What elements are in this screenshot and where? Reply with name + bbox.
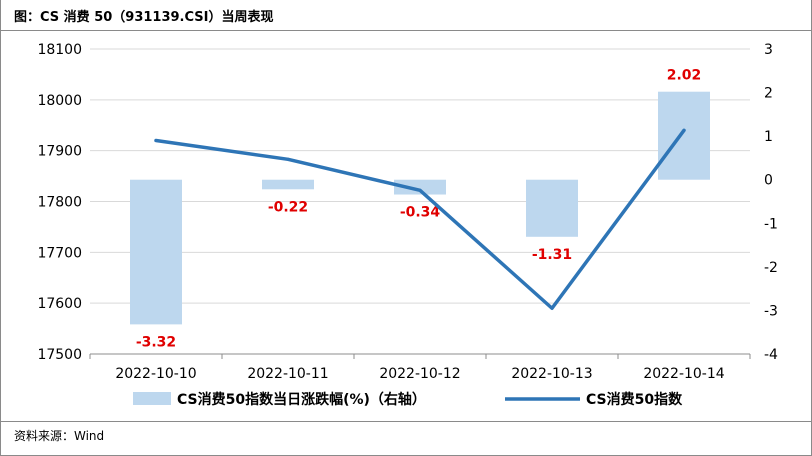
y-left-tick-label: 17700 bbox=[37, 245, 82, 261]
y-left-tick-label: 17600 bbox=[37, 296, 82, 312]
source-note: 资料来源：Wind bbox=[14, 429, 105, 443]
bar-data-label: -1.31 bbox=[532, 247, 572, 263]
footer-divider bbox=[0, 421, 812, 422]
x-tick-label: 2022-10-12 bbox=[379, 366, 460, 382]
bar-data-label: 2.02 bbox=[667, 68, 702, 84]
y-right-tick-label: 3 bbox=[764, 42, 773, 58]
y-left-tick-label: 17900 bbox=[37, 144, 82, 160]
x-tick-label: 2022-10-13 bbox=[511, 366, 592, 382]
bar-data-label: -3.32 bbox=[136, 334, 176, 350]
bar bbox=[130, 179, 182, 325]
y-left-tick-label: 17500 bbox=[37, 347, 82, 363]
bar bbox=[394, 179, 446, 195]
y-right-tick-label: 0 bbox=[764, 173, 773, 189]
legend-bar-swatch bbox=[133, 392, 171, 405]
y-right-tick-label: 2 bbox=[764, 86, 773, 102]
y-right-tick-label: -2 bbox=[764, 260, 778, 276]
x-tick-label: 2022-10-14 bbox=[643, 366, 724, 382]
x-tick-label: 2022-10-10 bbox=[115, 366, 196, 382]
legend-bar-label: CS消费50指数当日涨跌幅(%)（右轴） bbox=[177, 391, 426, 408]
index-line-point bbox=[682, 128, 686, 132]
y-right-tick-label: 1 bbox=[764, 129, 773, 145]
bar-data-label: -0.34 bbox=[400, 205, 441, 221]
bar bbox=[658, 91, 710, 180]
bar bbox=[262, 179, 314, 190]
index-line-point bbox=[286, 157, 290, 161]
y-left-tick-label: 18000 bbox=[37, 93, 82, 109]
y-right-tick-label: -1 bbox=[764, 216, 778, 232]
y-right-tick-label: -3 bbox=[764, 303, 778, 319]
y-left-tick-label: 18100 bbox=[37, 42, 82, 58]
x-tick-label: 2022-10-11 bbox=[247, 366, 328, 382]
legend-line-label: CS消费50指数 bbox=[586, 391, 683, 408]
left-border bbox=[0, 0, 1, 456]
index-line-point bbox=[550, 306, 554, 310]
y-left-tick-label: 17800 bbox=[37, 195, 82, 211]
y-right-tick-label: -4 bbox=[764, 347, 778, 363]
index-line-point bbox=[418, 188, 422, 192]
index-line-point bbox=[154, 139, 158, 142]
bar bbox=[526, 179, 578, 237]
chart-title: 图：CS 消费 50（931139.CSI）当周表现 bbox=[14, 10, 274, 25]
bar-data-label: -0.22 bbox=[268, 199, 308, 215]
title-divider bbox=[0, 30, 812, 31]
